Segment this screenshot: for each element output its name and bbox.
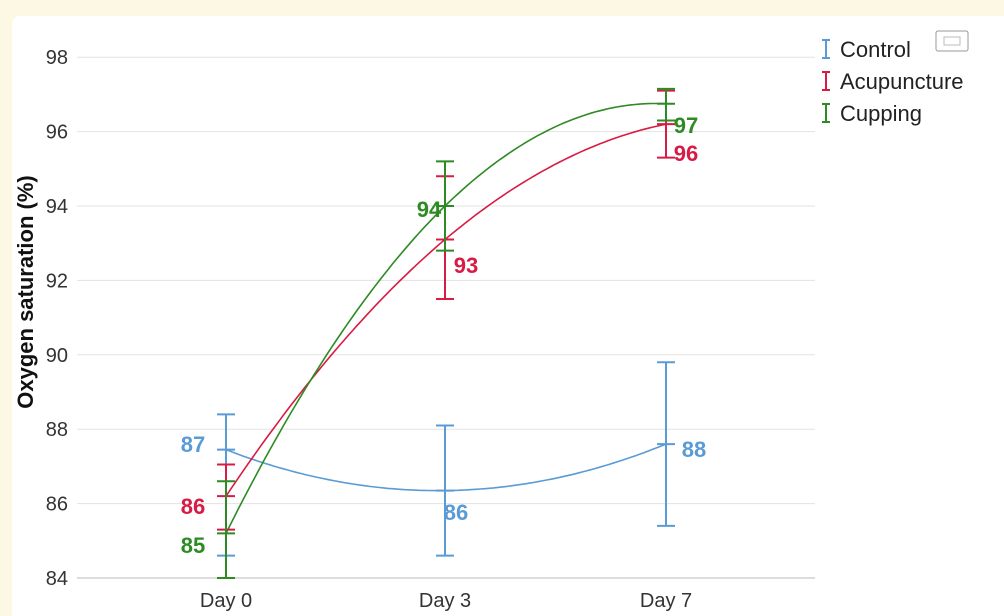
data-label: 88	[682, 437, 706, 462]
y-tick-label: 92	[46, 270, 68, 292]
y-axis-label: Oxygen saturation (%)	[13, 175, 38, 408]
y-axis-ticks: 84 86 88 90 92 94 96 98	[46, 47, 68, 590]
x-tick-label: Day 7	[640, 590, 692, 612]
data-label: 86	[181, 494, 205, 519]
y-tick-label: 88	[46, 419, 68, 441]
data-label: 86	[444, 500, 468, 525]
legend-item-control: Control	[822, 37, 911, 62]
x-tick-label: Day 0	[200, 590, 252, 612]
error-bar-control	[436, 424, 454, 557]
error-bar-cupping	[436, 160, 454, 252]
data-label: 94	[417, 197, 442, 222]
error-bar-control	[657, 361, 675, 527]
error-bar-cupping	[217, 480, 235, 579]
data-labels: 87 86 88 86 93 96 85 94 97	[181, 113, 706, 558]
y-tick-label: 90	[46, 345, 68, 367]
legend-item-cupping: Cupping	[822, 101, 922, 126]
legend: Control Acupuncture Cupping	[822, 37, 964, 126]
legend-label: Acupuncture	[840, 69, 964, 94]
y-tick-label: 96	[46, 122, 68, 144]
data-label: 87	[181, 432, 205, 457]
data-label: 93	[454, 253, 478, 278]
y-tick-label: 86	[46, 494, 68, 516]
y-tick-label: 84	[46, 568, 68, 590]
y-tick-label: 94	[46, 196, 68, 218]
error-bar-cupping	[657, 87, 675, 122]
expand-icon[interactable]	[935, 30, 969, 52]
error-bars	[217, 87, 675, 579]
x-tick-label: Day 3	[419, 590, 471, 612]
data-label: 85	[181, 533, 205, 558]
legend-label: Cupping	[840, 101, 922, 126]
legend-item-acupuncture: Acupuncture	[822, 69, 964, 94]
y-tick-label: 98	[46, 47, 68, 69]
legend-label: Control	[840, 37, 911, 62]
data-label: 96	[674, 141, 698, 166]
chart-panel	[12, 16, 1004, 616]
x-axis-ticks: Day 0 Day 3 Day 7	[200, 590, 692, 612]
data-label: 97	[674, 113, 698, 138]
